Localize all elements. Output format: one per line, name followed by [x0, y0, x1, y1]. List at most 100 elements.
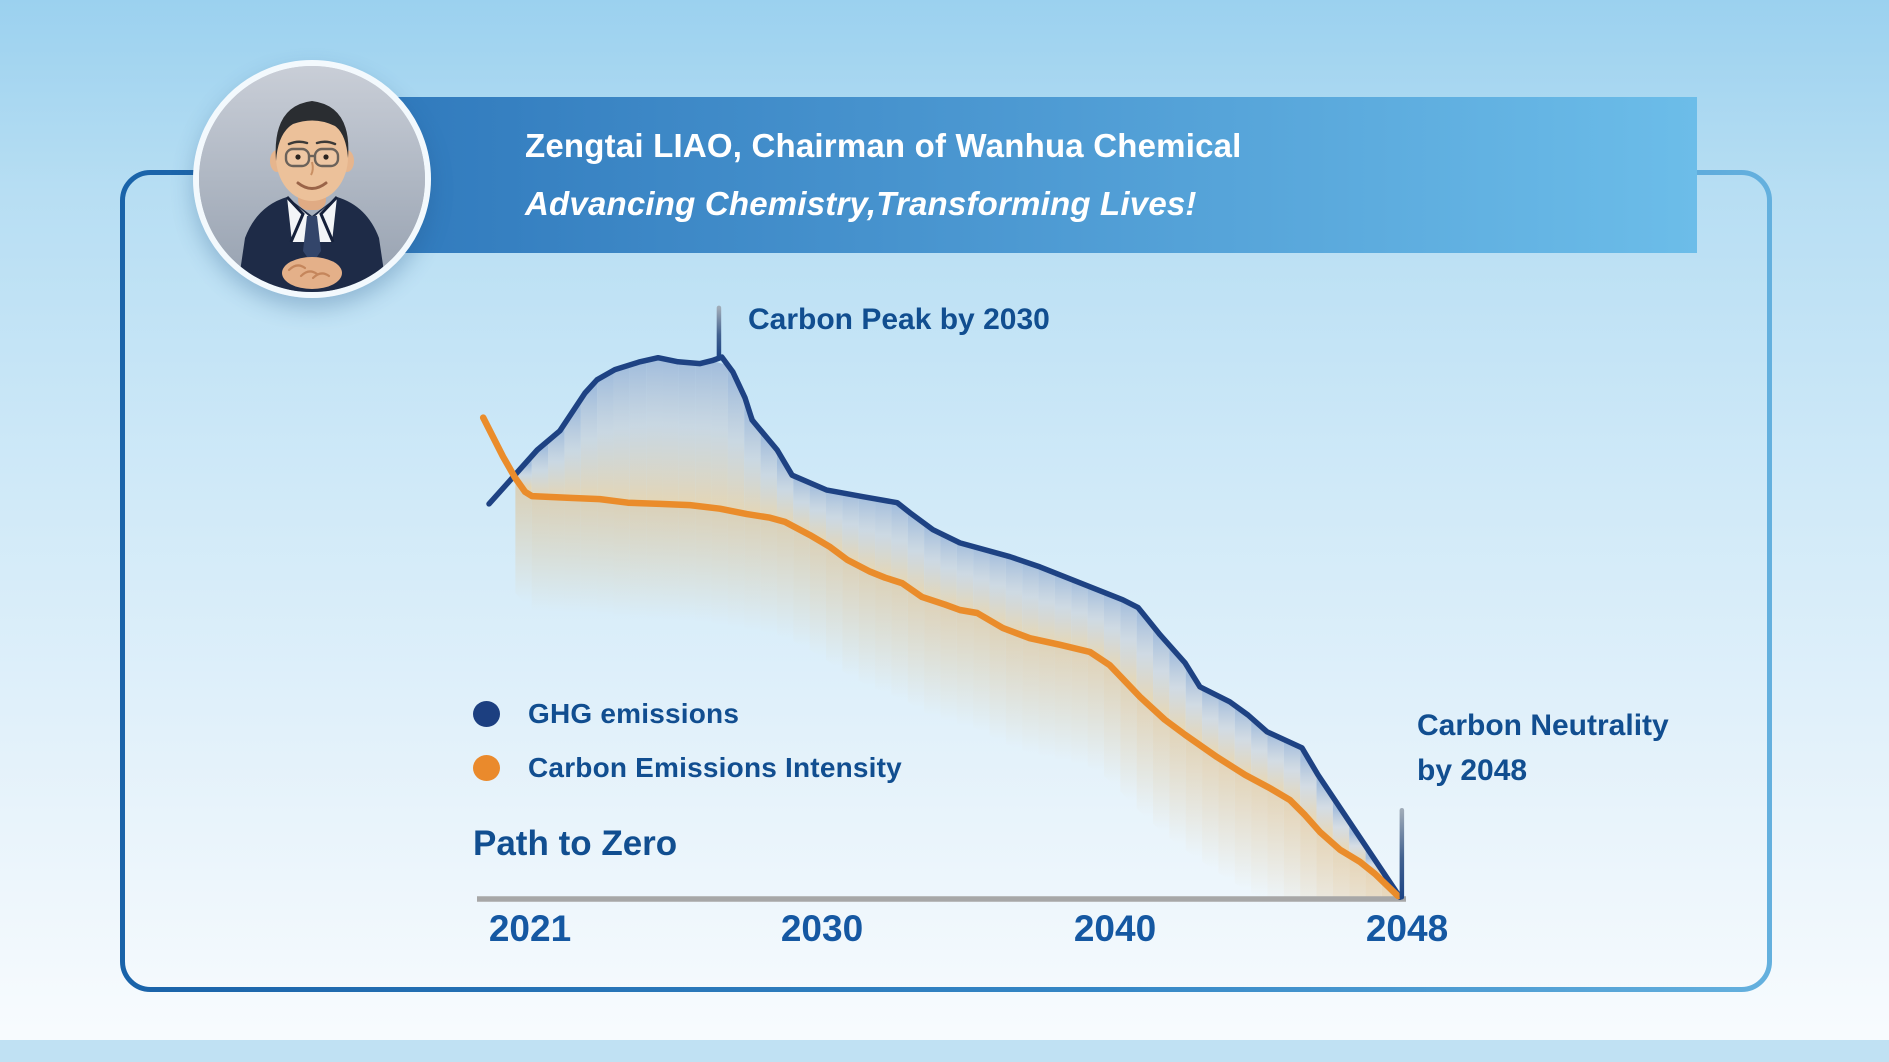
glow-fill-segment: [875, 573, 892, 695]
glow-fill-segment: [1218, 757, 1235, 884]
area-fill-segment: [1283, 739, 1301, 811]
area-fill-segment: [956, 541, 974, 613]
glow-fill-segment: [695, 505, 712, 623]
area-fill-segment: [842, 492, 859, 566]
speaker-title: Zengtai LIAO, Chairman of Wanhua Chemica…: [525, 127, 1242, 164]
glow-fill-segment: [744, 513, 761, 632]
glow-fill-segment: [1005, 629, 1023, 751]
area-fill-segment: [809, 482, 827, 545]
glow-fill-segment: [1120, 676, 1137, 809]
area-fill-segment: [1054, 572, 1072, 648]
glow-fill-segment: [1251, 778, 1268, 899]
glow-fill-segment: [711, 507, 728, 626]
glow-fill-segment: [1300, 810, 1317, 899]
x-axis-label-2040: 2040: [1073, 908, 1157, 949]
glow-fill-segment: [1136, 693, 1154, 824]
area-fill-segment: [580, 379, 598, 500]
bottom-accent-strip: [0, 1040, 1889, 1062]
glow-fill-segment: [678, 504, 696, 621]
glow-fill-segment: [956, 608, 974, 728]
title-banner: Zengtai LIAO, Chairman of Wanhua Chemica…: [305, 97, 1697, 253]
area-fill-segment: [940, 533, 957, 609]
glow-fill-segment: [548, 496, 565, 613]
area-fill-segment: [907, 511, 925, 598]
glow-fill-segment: [858, 565, 876, 689]
carbon-intensity-line: [479, 414, 1402, 900]
area-fill-segment: [548, 424, 565, 498]
legend-label-ghg: GHG emissions: [528, 697, 740, 729]
area-fill-segment: [629, 360, 647, 504]
area-fill-segment: [1267, 732, 1284, 797]
area-fill-segment: [1022, 560, 1039, 641]
area-fill-segment: [597, 370, 614, 501]
area-fill-segment: [1251, 717, 1268, 787]
carbon-neutrality-annotation: Carbon Neutrality by 2048: [1417, 703, 1669, 793]
glow-fill-segment: [1022, 635, 1039, 756]
glow-fill-segment: [776, 519, 794, 642]
glow-fill-segment: [1038, 640, 1055, 759]
carbon-peak-annotation: Carbon Peak by 2030: [748, 303, 1050, 336]
glow-fill-segment: [793, 526, 810, 650]
glow-fill-segment: [842, 556, 859, 681]
glow-fill-segment: [760, 516, 777, 635]
area-fill-segment: [678, 361, 696, 506]
glow-fill-segment: [515, 478, 532, 611]
glow-fill-segment: [1234, 768, 1252, 894]
glow-fill-segment: [564, 497, 581, 614]
area-fill-segment: [1169, 645, 1186, 736]
area-fill-segment: [727, 365, 745, 514]
glow-fill-segment: [531, 495, 549, 612]
area-fill-segment: [858, 495, 876, 574]
glow-fill-segment: [940, 603, 957, 724]
area-fill-segment: [875, 498, 892, 580]
area-fill-segment: [1087, 585, 1104, 662]
area-fill-segment: [613, 364, 630, 503]
area-fill-segment: [1071, 579, 1088, 652]
area-fill-segment: [1136, 606, 1154, 709]
area-fill-segment: [564, 399, 581, 499]
area-fill-segment: [793, 475, 810, 535]
area-fill-segment: [646, 358, 663, 505]
glow-fill-segment: [1103, 661, 1121, 792]
glow-fill-segment: [580, 498, 598, 615]
glow-fill-segment: [1365, 866, 1382, 899]
glow-fill-segment: [924, 597, 941, 719]
x-axis-label-2030: 2030: [780, 908, 864, 949]
chairman-portrait-photo: [193, 60, 431, 298]
glow-fill-segment: [727, 510, 745, 629]
area-fill-segment: [973, 546, 990, 621]
glow-fill-segment: [1169, 723, 1186, 851]
carbon-intensity-dot-icon: [473, 754, 500, 781]
area-fill-segment: [891, 501, 908, 588]
glow-fill-segment: [891, 579, 908, 703]
area-fill-segment: [1120, 598, 1137, 694]
glow-fill-segment: [973, 612, 990, 736]
glow-fill-segment: [1071, 647, 1088, 767]
glow-fill-segment: [597, 499, 614, 616]
glow-fill-segment: [613, 500, 630, 618]
area-fill-segment: [1316, 772, 1333, 844]
area-fill-segment: [1218, 696, 1235, 769]
x-axis-label-2048: 2048: [1365, 908, 1449, 949]
glow-fill-segment: [1185, 735, 1203, 862]
legend-item-ghg: GHG emissions: [473, 698, 902, 729]
area-fill-segment: [695, 360, 712, 508]
glow-fill-segment: [662, 504, 679, 620]
area-fill-segment: [760, 430, 777, 520]
glow-fill-segment: [1267, 786, 1284, 899]
ghg-emissions-dot-icon: [473, 700, 500, 727]
area-fill-segment: [515, 456, 532, 496]
area-fill-segment: [1103, 592, 1121, 677]
glow-fill-segment: [646, 503, 663, 620]
x-axis-label-2021: 2021: [488, 908, 572, 949]
area-fill-segment: [1202, 687, 1219, 758]
company-slogan: Advancing Chemistry,Transforming Lives!: [525, 185, 1197, 222]
area-fill-segment: [1332, 797, 1350, 856]
portrait-illustration: [199, 66, 425, 292]
area-fill-segment: [826, 489, 843, 557]
area-fill-segment: [776, 449, 794, 527]
legend-item-intensity: Carbon Emissions Intensity: [473, 752, 902, 783]
glow-fill-segment: [1153, 708, 1170, 839]
chart-title: Path to Zero: [473, 824, 678, 863]
